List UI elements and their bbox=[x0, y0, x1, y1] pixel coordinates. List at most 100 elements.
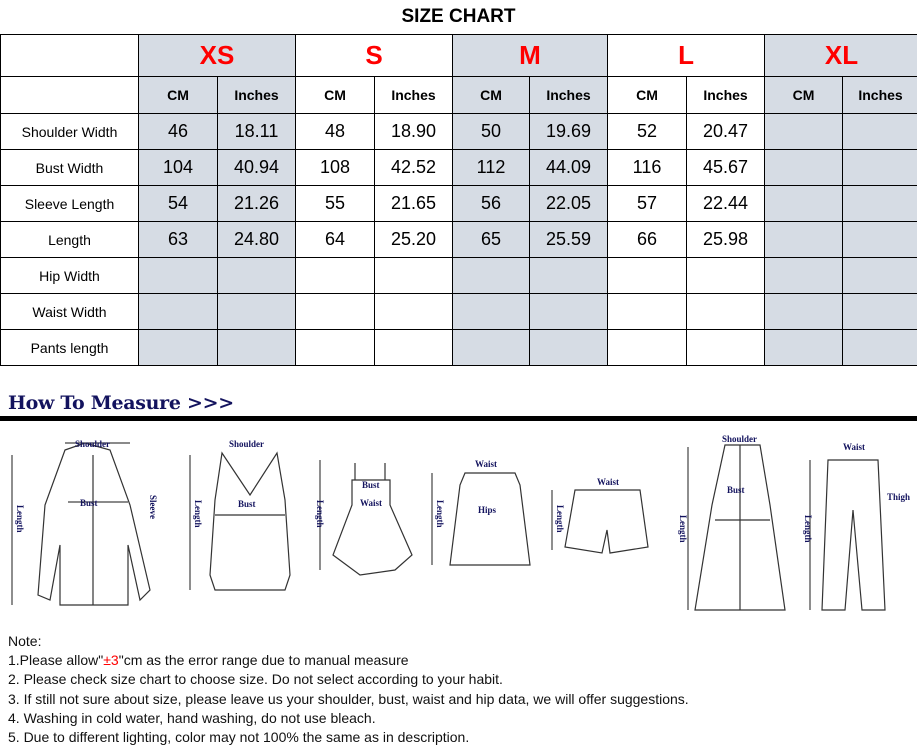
table-cell bbox=[764, 293, 844, 330]
unit-header: CM bbox=[295, 76, 375, 114]
note-5: 5. Due to different lighting, color may … bbox=[8, 729, 470, 746]
table-cell: 104 bbox=[138, 149, 218, 186]
shoulder-label: Shoulder bbox=[229, 439, 264, 449]
table-cell bbox=[842, 221, 917, 258]
table-cell: 63 bbox=[138, 221, 218, 258]
size-header-l: L bbox=[607, 34, 766, 77]
table-cell bbox=[764, 185, 844, 222]
note-2: 2. Please check size chart to choose siz… bbox=[8, 671, 503, 688]
length-label: Length bbox=[435, 500, 445, 528]
unit-header: CM bbox=[607, 76, 688, 114]
length-label: Length bbox=[555, 505, 565, 533]
note-1-text: 1.Please allow" bbox=[8, 652, 104, 669]
unit-blank bbox=[0, 76, 139, 114]
length-label: Length bbox=[193, 500, 203, 528]
size-header-xs: XS bbox=[138, 34, 296, 77]
unit-header: Inches bbox=[842, 76, 917, 114]
unit-header: Inches bbox=[528, 76, 609, 114]
hips-label: Hips bbox=[478, 505, 497, 515]
shorts-illustration: Waist Length bbox=[551, 477, 649, 554]
table-cell bbox=[374, 329, 453, 366]
table-cell bbox=[528, 329, 609, 366]
table-cell: 24.80 bbox=[217, 221, 296, 258]
table-cell: 48 bbox=[295, 113, 375, 150]
table-cell bbox=[374, 293, 453, 330]
table-cell: 40.94 bbox=[217, 149, 296, 186]
table-cell bbox=[138, 257, 218, 294]
table-cell bbox=[607, 329, 688, 366]
table-cell bbox=[686, 329, 766, 366]
unit-header: CM bbox=[452, 76, 530, 114]
table-cell: 55 bbox=[295, 185, 375, 222]
table-cell: 112 bbox=[452, 149, 530, 186]
bust-label: Bust bbox=[238, 499, 256, 509]
divider bbox=[0, 416, 917, 421]
table-cell: 116 bbox=[607, 149, 688, 186]
table-cell: 56 bbox=[452, 185, 530, 222]
table-cell bbox=[842, 257, 917, 294]
table-cell bbox=[764, 113, 844, 150]
table-cell: 46 bbox=[138, 113, 218, 150]
row-label: Sleeve Length bbox=[0, 185, 139, 222]
table-cell: 52 bbox=[607, 113, 688, 150]
table-cell bbox=[528, 293, 609, 330]
size-header-s: S bbox=[295, 34, 453, 77]
table-cell: 66 bbox=[607, 221, 688, 258]
size-chart-table: XS S M L XL CM Inches CM Inches CM Inches CM Inches C… bbox=[0, 34, 917, 366]
row-label: Waist Width bbox=[0, 293, 139, 330]
table-cell bbox=[374, 257, 453, 294]
page-title: SIZE CHART bbox=[401, 6, 516, 27]
table-cell bbox=[138, 329, 218, 366]
table-cell bbox=[217, 257, 296, 294]
table-cell: 45.67 bbox=[686, 149, 766, 186]
table-row: Shoulder Width 46 18.11 48 18.90 50 19.69 52 20.… bbox=[0, 113, 917, 150]
table-cell bbox=[764, 329, 844, 366]
table-cell: 21.26 bbox=[217, 185, 296, 222]
how-to-measure-heading: How To Measure >>> bbox=[8, 392, 234, 414]
unit-header: Inches bbox=[374, 76, 453, 114]
length-label: Length bbox=[678, 515, 688, 543]
table-cell: 18.90 bbox=[374, 113, 453, 150]
note-1: 1.Please allow"±3"cm as the error range … bbox=[8, 651, 689, 670]
header-blank bbox=[0, 34, 139, 77]
table-cell bbox=[842, 293, 917, 330]
table-cell bbox=[842, 113, 917, 150]
unit-header: CM bbox=[138, 76, 218, 114]
table-cell: 108 bbox=[295, 149, 375, 186]
table-cell bbox=[764, 221, 844, 258]
note-1-text-end: "cm as the error range due to manual mea… bbox=[118, 652, 409, 669]
shoulder-label: Shoulder bbox=[75, 439, 110, 449]
length-label: Length bbox=[315, 500, 325, 528]
table-cell bbox=[607, 293, 688, 330]
table-cell bbox=[452, 329, 530, 366]
table-cell bbox=[528, 257, 609, 294]
table-cell bbox=[217, 329, 296, 366]
table-cell bbox=[842, 329, 917, 366]
table-row: Bust Width 104 40.94 108 42.52 112 44.09 116 45.… bbox=[0, 149, 917, 186]
table-cell: 22.44 bbox=[686, 185, 766, 222]
size-header-m: M bbox=[451, 34, 609, 77]
table-cell bbox=[295, 293, 375, 330]
measurement-illustrations: Shoulder Bust Length Sleeve Shoulder Bus… bbox=[11, 434, 910, 611]
table-row: Waist Width bbox=[0, 293, 917, 330]
table-cell bbox=[452, 293, 530, 330]
note-3: 3. If still not sure about size, please … bbox=[8, 690, 689, 707]
table-cell: 25.59 bbox=[528, 221, 609, 258]
table-cell: 20.47 bbox=[686, 113, 766, 150]
row-label: Length bbox=[0, 221, 139, 258]
pants-illustration: Waist Thigh Length bbox=[803, 442, 910, 611]
table-cell bbox=[842, 149, 917, 186]
coat-illustration: Shoulder Bust Length bbox=[678, 434, 786, 611]
shoulder-label: Shoulder bbox=[722, 434, 757, 444]
table-cell bbox=[764, 149, 844, 186]
table-cell bbox=[138, 293, 218, 330]
table-cell: 42.52 bbox=[374, 149, 453, 186]
size-header-xl: XL bbox=[764, 34, 917, 77]
notes: Note: 1.Please allow"±3"cm as the error … bbox=[8, 632, 689, 747]
table-row: Hip Width bbox=[0, 257, 917, 294]
table-cell: 19.69 bbox=[528, 113, 609, 150]
tank-top-illustration: Shoulder Bust Length bbox=[189, 439, 291, 591]
table-cell: 21.65 bbox=[374, 185, 453, 222]
row-label: Hip Width bbox=[0, 257, 139, 294]
length-label: Length bbox=[803, 515, 813, 543]
